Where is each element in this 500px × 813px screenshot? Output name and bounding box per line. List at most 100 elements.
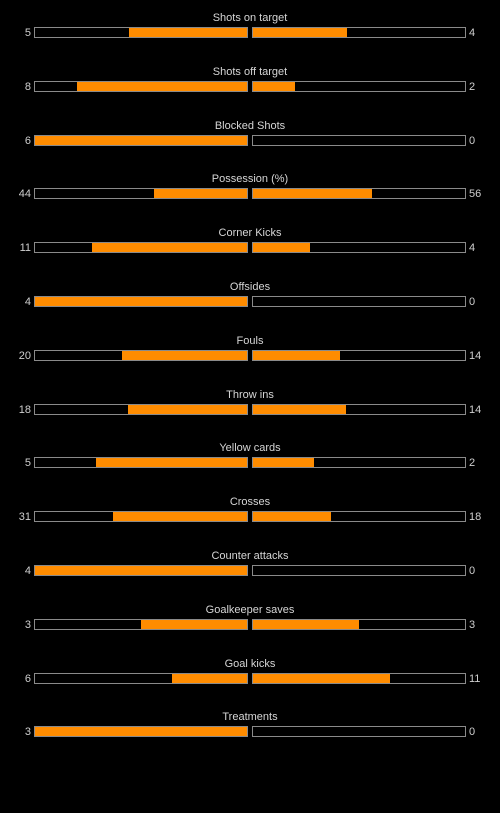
stat-row: Goal kicks 6 11 [0,657,500,711]
away-bar [252,403,466,415]
home-bar-fill [141,619,247,629]
stat-label: Corner Kicks [218,227,282,240]
away-bar [252,188,466,200]
stat-label: Counter attacks [211,549,289,562]
stat-label: Possession (%) [211,173,289,186]
away-bar [252,457,466,469]
home-value: 6 [24,672,31,685]
home-value: 3 [24,726,31,739]
home-value: 11 [19,242,31,255]
home-bar-fill [35,565,247,575]
stat-row: Possession (%) 44 56 [0,172,500,226]
away-bar-fill [253,243,310,253]
away-value: 2 [469,80,476,93]
away-bar [252,564,466,576]
away-bar [252,242,466,254]
away-value: 0 [469,564,476,577]
home-value: 20 [18,349,31,362]
away-value: 2 [469,457,476,470]
home-bar-fill [77,81,247,91]
home-bar-fill [35,727,247,737]
home-value: 5 [24,457,31,470]
away-bar [252,80,466,92]
away-bar [252,349,466,361]
stat-row: Treatments 3 0 [0,710,500,764]
stat-label: Treatments [222,711,278,724]
stat-label: Goal kicks [224,657,276,670]
away-value: 11 [469,672,481,685]
away-bar-fill [253,458,314,468]
home-bar [34,134,248,146]
home-bar [34,188,248,200]
away-bar-fill [253,350,341,360]
away-bar-fill [253,189,372,199]
home-bar [34,564,248,576]
home-bar [34,672,248,684]
away-bar [252,618,466,630]
stat-label: Shots off target [212,65,288,78]
home-bar [34,618,248,630]
away-bar-fill [253,673,391,683]
home-bar-fill [127,404,247,414]
stat-row: Goalkeeper saves 3 3 [0,603,500,657]
home-value: 4 [24,564,31,577]
home-value: 4 [24,295,31,308]
stat-row: Corner Kicks 11 4 [0,226,500,280]
home-value: 44 [18,188,31,201]
away-bar-fill [253,404,346,414]
home-value: 3 [24,618,31,631]
stat-label: Blocked Shots [214,119,286,132]
home-bar-fill [153,189,247,199]
home-bar [34,295,248,307]
home-bar [34,27,248,38]
away-value: 18 [469,511,482,524]
stat-row: Shots on target 5 4 [0,11,500,65]
home-bar-fill [172,673,247,683]
away-value: 4 [469,27,476,39]
home-bar [34,726,248,738]
home-value: 31 [18,511,31,524]
home-bar [34,457,248,469]
home-bar [34,242,248,254]
away-bar-fill [253,619,359,629]
stat-label: Fouls [236,334,264,347]
home-bar-fill [122,350,247,360]
home-value: 8 [24,80,31,93]
home-bar [34,80,248,92]
away-value: 56 [469,188,482,201]
home-value: 6 [24,134,31,147]
home-value: 18 [18,403,31,416]
stat-label: Goalkeeper saves [205,603,295,616]
stat-row: Crosses 31 18 [0,495,500,549]
stat-label: Offsides [229,280,271,293]
away-value: 0 [469,134,476,147]
stat-row: Counter attacks 4 0 [0,549,500,603]
stat-row: Shots off target 8 2 [0,65,500,119]
stat-label: Throw ins [226,388,274,401]
away-bar [252,726,466,738]
home-bar [34,403,248,415]
stat-row: Blocked Shots 6 0 [0,119,500,173]
away-bar [252,134,466,146]
stat-label: Crosses [229,496,271,509]
home-value: 5 [24,27,31,39]
away-value: 0 [469,726,476,739]
stat-row: Yellow cards 5 2 [0,441,500,495]
away-bar-fill [253,81,296,91]
away-bar [252,27,466,38]
away-bar [252,672,466,684]
away-value: 4 [469,242,476,255]
stat-label: Yellow cards [219,442,281,455]
home-bar [34,349,248,361]
home-bar-fill [129,28,247,37]
away-bar-fill [253,512,331,522]
away-value: 14 [469,349,482,362]
home-bar-fill [112,512,247,522]
away-value: 14 [469,403,482,416]
stat-row: Fouls 20 14 [0,334,500,388]
stat-row: Throw ins 18 14 [0,388,500,442]
away-bar [252,511,466,523]
home-bar-fill [35,296,247,306]
away-bar [252,295,466,307]
home-bar [34,511,248,523]
